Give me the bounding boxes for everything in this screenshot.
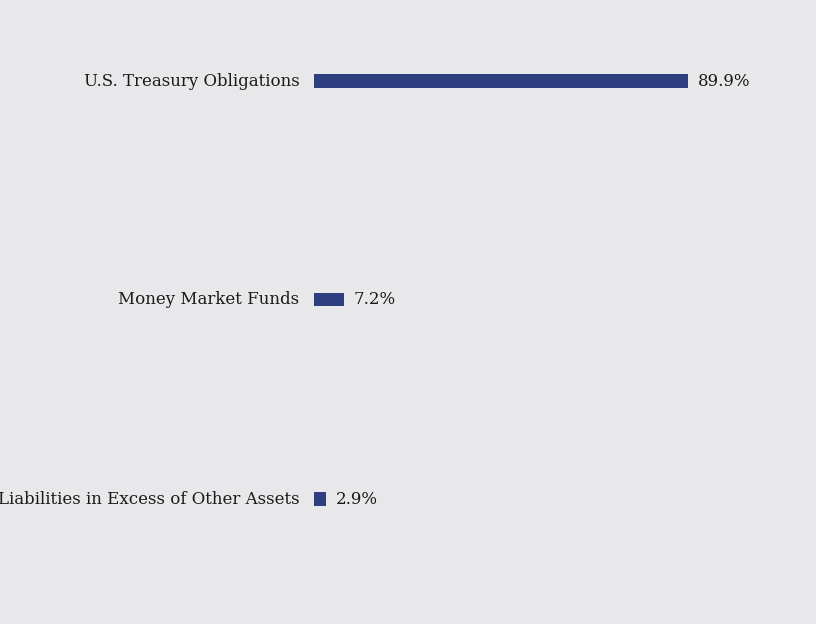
Text: Liabilities in Excess of Other Assets: Liabilities in Excess of Other Assets [0,490,299,508]
Text: Money Market Funds: Money Market Funds [118,291,299,308]
Text: 2.9%: 2.9% [336,490,378,508]
Bar [314,74,688,88]
Text: U.S. Treasury Obligations: U.S. Treasury Obligations [84,72,299,90]
Bar [314,293,344,306]
Text: 89.9%: 89.9% [698,72,751,90]
Text: 7.2%: 7.2% [354,291,396,308]
Bar [314,492,326,506]
